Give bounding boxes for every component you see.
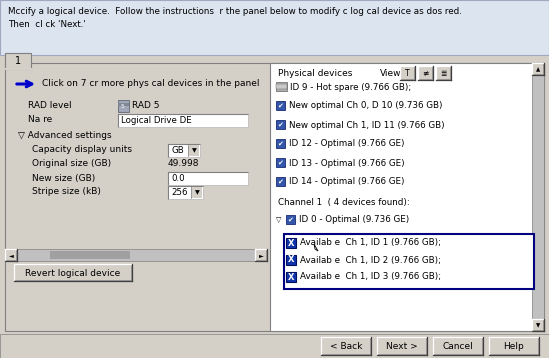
Bar	[276, 82, 287, 91]
Text: ✔: ✔	[278, 179, 283, 184]
Text: RAD level: RAD level	[28, 102, 71, 111]
Bar	[0, 334, 549, 358]
Bar	[118, 103, 129, 106]
Bar	[433, 337, 483, 355]
Bar	[276, 177, 285, 186]
Text: ▼: ▼	[192, 148, 197, 153]
Bar	[0, 0, 549, 55]
Text: ▽ Advanced settings: ▽ Advanced settings	[18, 131, 111, 140]
Bar	[418, 66, 433, 80]
Text: ID 12 - Optimal (9.766 GE): ID 12 - Optimal (9.766 GE)	[289, 140, 405, 149]
Text: Availab e  Ch 1, ID 2 (9.766 GB);: Availab e Ch 1, ID 2 (9.766 GB);	[300, 256, 441, 265]
Text: Physical devices: Physical devices	[278, 68, 352, 77]
Text: Mccify a logical device.  Follow the instructions  r the panel below to modify c: Mccify a logical device. Follow the inst…	[8, 7, 462, 16]
Bar	[270, 63, 544, 331]
Bar	[118, 100, 129, 112]
Bar	[276, 120, 285, 129]
Text: Channel 1  ( 4 devices found):: Channel 1 ( 4 devices found):	[278, 198, 410, 208]
Text: ≢: ≢	[422, 69, 429, 78]
Bar	[532, 63, 544, 331]
Text: ►: ►	[259, 253, 264, 258]
Bar	[5, 249, 267, 261]
Text: Revert logical device: Revert logical device	[25, 268, 121, 277]
Text: Capacity display units: Capacity display units	[32, 145, 132, 155]
Text: < Back: < Back	[330, 342, 362, 351]
Text: T: T	[405, 69, 410, 78]
Text: ≣: ≣	[440, 69, 447, 78]
Text: Click on 7 cr more phys cal devices in the panel: Click on 7 cr more phys cal devices in t…	[42, 79, 260, 88]
Bar	[276, 139, 285, 148]
Bar	[377, 337, 427, 355]
Bar	[436, 66, 451, 80]
Text: X: X	[288, 238, 294, 247]
Text: ID 0 - Optimal (9.736 GE): ID 0 - Optimal (9.736 GE)	[299, 216, 409, 224]
Text: ✔: ✔	[278, 140, 283, 146]
Bar	[5, 53, 31, 69]
Bar	[276, 158, 285, 167]
Bar	[286, 255, 296, 265]
Bar	[5, 249, 17, 261]
Text: 1: 1	[15, 56, 21, 66]
Text: ✔: ✔	[278, 102, 283, 108]
Text: ▲: ▲	[536, 67, 540, 72]
Bar	[191, 187, 202, 198]
Text: New size (GB): New size (GB)	[32, 174, 95, 183]
Text: GB: GB	[171, 146, 184, 155]
Text: New optimal Ch 1, ID 11 (9.766 GB): New optimal Ch 1, ID 11 (9.766 GB)	[289, 121, 445, 130]
Bar	[286, 238, 296, 248]
Bar	[284, 234, 534, 289]
Bar	[400, 66, 415, 80]
Text: ▼: ▼	[536, 323, 540, 328]
Text: ▽: ▽	[276, 217, 282, 223]
Text: X: X	[288, 256, 294, 265]
Text: Original size (GB): Original size (GB)	[32, 160, 111, 169]
Text: New optimal Ch 0, D 10 (9.736 GB): New optimal Ch 0, D 10 (9.736 GB)	[289, 102, 442, 111]
Bar	[168, 144, 200, 157]
Text: Then  cl ck 'Next.': Then cl ck 'Next.'	[8, 20, 86, 29]
Bar	[286, 215, 295, 224]
Text: Na re: Na re	[28, 116, 52, 125]
Text: Cancel: Cancel	[442, 342, 473, 351]
Bar	[532, 63, 544, 75]
Polygon shape	[314, 244, 318, 251]
Text: View: View	[380, 68, 401, 77]
Text: 5: 5	[121, 103, 125, 108]
Bar	[276, 101, 285, 110]
Bar	[50, 251, 130, 259]
Bar	[532, 319, 544, 331]
Text: ✔: ✔	[288, 217, 293, 223]
Text: ✔: ✔	[278, 121, 283, 127]
Text: RAD 5: RAD 5	[132, 102, 160, 111]
Text: 49.998: 49.998	[168, 160, 199, 169]
Text: ID 9 - Hot spare (9.766 GB);: ID 9 - Hot spare (9.766 GB);	[290, 82, 411, 92]
Text: Availab e  Ch 1, ID 3 (9.766 GB);: Availab e Ch 1, ID 3 (9.766 GB);	[300, 272, 441, 281]
Text: Availab e  Ch 1, ID 1 (9.766 GB);: Availab e Ch 1, ID 1 (9.766 GB);	[300, 238, 441, 247]
Text: ✔: ✔	[278, 160, 283, 165]
Text: 256: 256	[171, 188, 188, 197]
Text: Stripe size (kB): Stripe size (kB)	[32, 188, 101, 197]
Bar	[489, 337, 539, 355]
Bar	[14, 264, 132, 281]
Text: Help: Help	[503, 342, 524, 351]
Bar	[188, 145, 199, 156]
Bar	[118, 114, 248, 127]
Text: ▼: ▼	[195, 190, 199, 195]
Bar	[5, 63, 544, 331]
Bar	[168, 186, 203, 199]
Text: ID 14 - Optimal (9.766 GE): ID 14 - Optimal (9.766 GE)	[289, 178, 405, 187]
Bar	[276, 84, 287, 89]
Text: ◄: ◄	[9, 253, 13, 258]
Text: X: X	[288, 272, 294, 281]
Bar	[255, 249, 267, 261]
Bar	[286, 272, 296, 282]
Text: Logical Drive DE: Logical Drive DE	[121, 116, 192, 125]
Bar	[168, 172, 248, 185]
Text: ID 13 - Optimal (9.766 GE): ID 13 - Optimal (9.766 GE)	[289, 159, 405, 168]
Bar	[321, 337, 371, 355]
Text: 0.0: 0.0	[171, 174, 184, 183]
Text: Next >: Next >	[386, 342, 418, 351]
